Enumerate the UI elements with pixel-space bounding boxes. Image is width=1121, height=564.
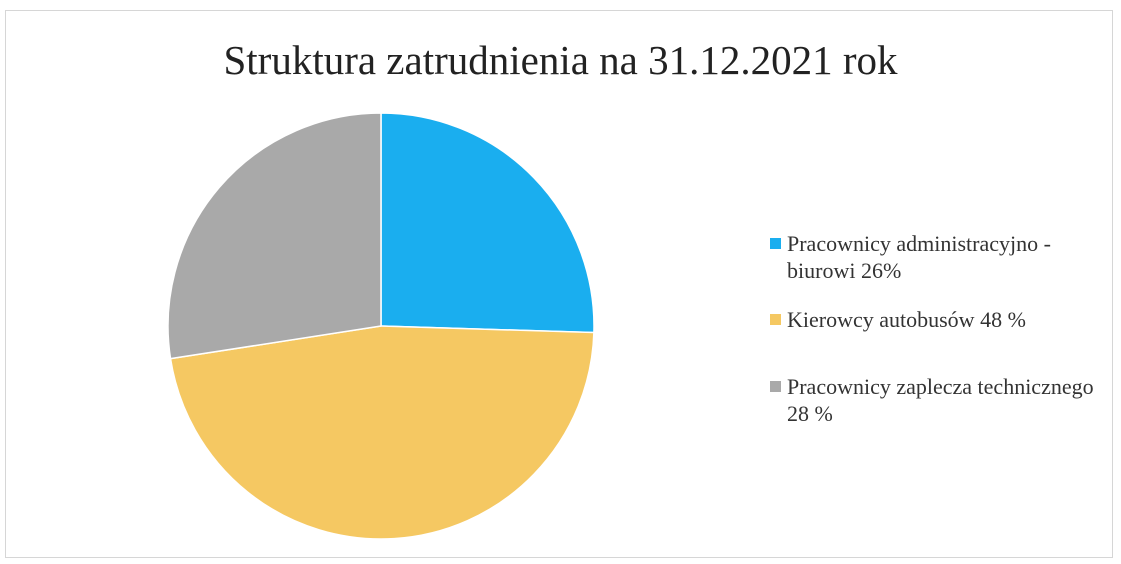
legend-swatch bbox=[770, 238, 781, 249]
chart-frame bbox=[5, 10, 1113, 558]
legend-swatch bbox=[770, 314, 781, 325]
pie-slice bbox=[169, 325, 595, 540]
chart-title: Struktura zatrudnienia na 31.12.2021 rok bbox=[223, 37, 898, 83]
legend-label: Pracownicy administracyjno - biurowi 26% bbox=[787, 231, 1051, 283]
legend-item: Pracownicy zaplecza technicznego 28 % bbox=[770, 373, 1110, 427]
legend-swatch bbox=[770, 381, 781, 392]
legend-item: Kierowcy autobusów 48 % bbox=[770, 306, 1110, 333]
pie-slice bbox=[167, 112, 382, 360]
legend-label: Kierowcy autobusów 48 % bbox=[787, 307, 1026, 332]
legend-label: Pracownicy zaplecza technicznego 28 % bbox=[787, 374, 1094, 426]
pie-slice bbox=[380, 112, 595, 334]
legend-item: Pracownicy administracyjno - biurowi 26% bbox=[770, 230, 1110, 284]
